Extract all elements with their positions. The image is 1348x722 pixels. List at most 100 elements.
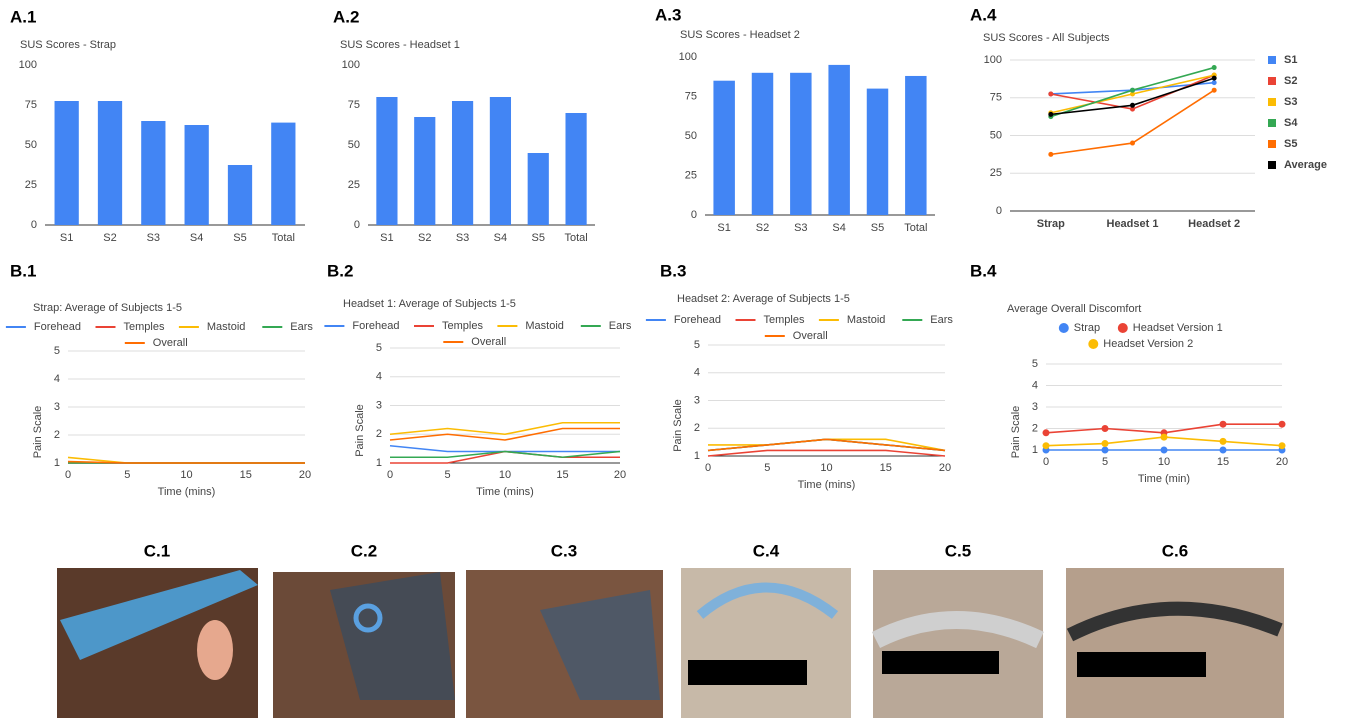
y-tick-label: 2 — [694, 422, 700, 434]
x-tick-label: 20 — [939, 462, 951, 474]
legend-swatch — [1268, 140, 1276, 148]
point — [1279, 421, 1286, 428]
y-tick-label: 100 — [342, 59, 360, 71]
legend-label: Headset Version 2 — [1103, 338, 1193, 350]
x-tick-label: 10 — [820, 462, 832, 474]
y-tick-label: 5 — [694, 339, 700, 351]
x-tick-label: 15 — [880, 462, 892, 474]
chart-panel: B.2Headset 1: Average of Subjects 1-5123… — [324, 261, 632, 497]
chart-title: SUS Scores - Headset 2 — [680, 29, 800, 41]
legend-label: Forehead — [34, 321, 81, 333]
y-tick-label: 4 — [54, 373, 60, 385]
x-tick-label: 15 — [240, 469, 252, 481]
chart-panel: B.4Average Overall Discomfort12345051015… — [970, 261, 1288, 484]
bar — [376, 97, 397, 225]
chart-title: SUS Scores - Headset 1 — [340, 39, 460, 51]
redaction — [688, 660, 807, 685]
x-tick-label: S3 — [147, 232, 160, 244]
chart-title: Average Overall Discomfort — [1007, 303, 1141, 315]
x-tick-label: S2 — [756, 222, 769, 234]
bar — [790, 73, 811, 215]
x-tick-label: S1 — [60, 232, 73, 244]
bar — [713, 81, 734, 215]
x-tick-label: 15 — [1217, 456, 1229, 468]
x-tick-label: 15 — [556, 469, 568, 481]
y-tick-label: 3 — [1032, 401, 1038, 413]
x-tick-label: S4 — [190, 232, 203, 244]
legend-label: S2 — [1284, 75, 1297, 87]
x-tick-label: 0 — [65, 469, 71, 481]
point — [1212, 88, 1217, 93]
figure: A.1SUS Scores - Strap0255075100S1S2S3S4S… — [0, 0, 1348, 722]
point — [1220, 421, 1227, 428]
x-tick-label: 0 — [1043, 456, 1049, 468]
bar — [905, 76, 926, 215]
bar — [55, 101, 79, 225]
point — [1220, 438, 1227, 445]
photo-label: C.1 — [144, 541, 170, 560]
redaction — [882, 651, 999, 674]
legend-swatch — [1268, 56, 1276, 64]
x-tick-label: 5 — [764, 462, 770, 474]
x-tick-label: 0 — [387, 469, 393, 481]
y-tick-label: 5 — [376, 342, 382, 354]
x-tick-label: 0 — [705, 462, 711, 474]
legend-swatch — [1118, 323, 1128, 333]
chart-title: SUS Scores - All Subjects — [983, 32, 1110, 44]
point — [1161, 447, 1168, 454]
x-tick-label: Total — [564, 232, 587, 244]
y-tick-label: 25 — [685, 169, 697, 181]
legend-label: S5 — [1284, 138, 1297, 150]
y-axis-label: Pain Scale — [672, 399, 684, 452]
legend-label: Headset Version 1 — [1133, 322, 1223, 334]
panel-label: B.4 — [970, 261, 997, 280]
legend-label: Overall — [153, 337, 188, 349]
legend-label: S3 — [1284, 96, 1297, 108]
legend-label: Temples — [442, 320, 483, 332]
bar — [452, 101, 473, 225]
bar — [185, 125, 209, 225]
point — [1130, 88, 1135, 93]
x-tick-label: S5 — [871, 222, 884, 234]
x-tick-label: S1 — [717, 222, 730, 234]
point — [1048, 152, 1053, 157]
x-tick-label: S5 — [532, 232, 545, 244]
photo — [1066, 568, 1284, 718]
y-tick-label: 50 — [685, 130, 697, 142]
legend-swatch — [1268, 161, 1276, 169]
x-tick-label: 5 — [124, 469, 130, 481]
bar — [867, 89, 888, 215]
x-tick-label: S1 — [380, 232, 393, 244]
x-tick-label: S3 — [794, 222, 807, 234]
point — [1048, 91, 1053, 96]
y-tick-label: 5 — [1032, 358, 1038, 370]
legend-label: Temples — [124, 321, 165, 333]
panel-label: B.2 — [327, 261, 353, 280]
legend-label: Mastoid — [847, 314, 886, 326]
bar — [271, 123, 295, 225]
panel-label: A.2 — [333, 7, 359, 26]
x-tick-label: S5 — [233, 232, 246, 244]
x-tick-label: S2 — [103, 232, 116, 244]
redaction — [1077, 652, 1206, 677]
chart-title: Headset 1: Average of Subjects 1-5 — [343, 298, 516, 310]
x-tick-label: S3 — [456, 232, 469, 244]
y-tick-label: 50 — [990, 129, 1002, 141]
y-tick-label: 2 — [1032, 422, 1038, 434]
legend-label: S1 — [1284, 54, 1297, 66]
chart-title: Strap: Average of Subjects 1-5 — [33, 302, 182, 314]
x-tick-label: Total — [904, 222, 927, 234]
point — [1102, 425, 1109, 432]
legend-label: Mastoid — [525, 320, 564, 332]
x-tick-label: S2 — [418, 232, 431, 244]
photo-label: C.5 — [945, 541, 971, 560]
legend-label: Average — [1284, 159, 1327, 171]
photo-label: C.4 — [753, 541, 780, 560]
legend-swatch — [1059, 323, 1069, 333]
point — [1161, 434, 1168, 441]
point — [1212, 80, 1217, 85]
y-tick-label: 1 — [376, 457, 382, 469]
x-tick-label: 10 — [180, 469, 192, 481]
